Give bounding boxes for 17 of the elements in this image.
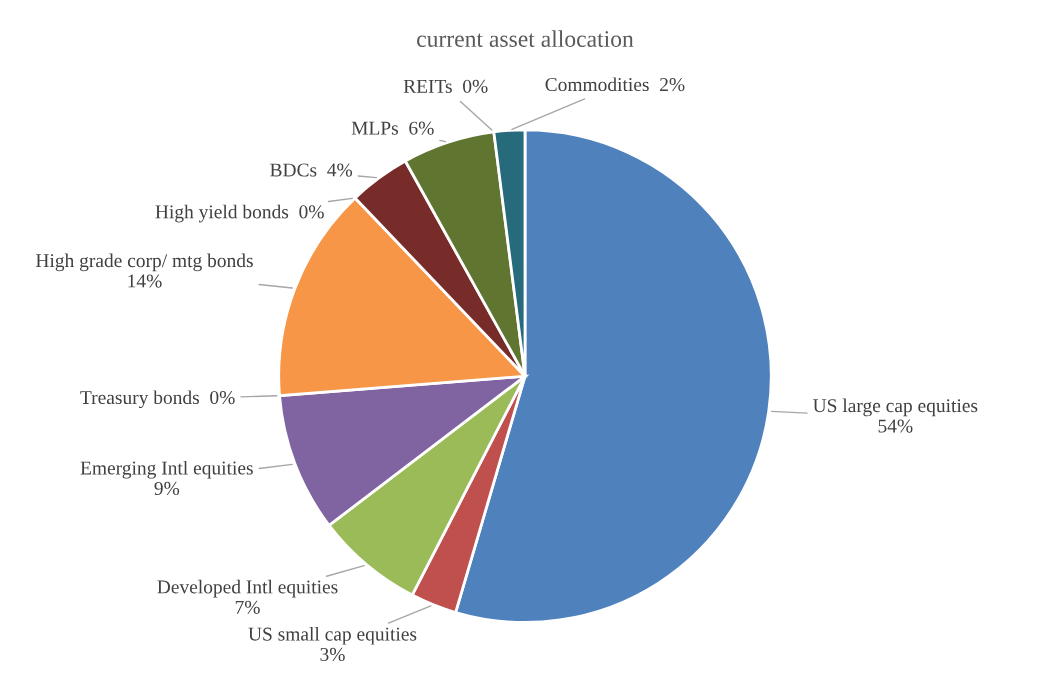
legend-label: High yield bonds 0% (155, 204, 324, 223)
data-label: 54% (878, 419, 913, 433)
chart-title: current asset allocation (417, 30, 634, 47)
slice-label: Commodities 2% (545, 77, 685, 92)
data-label: 9% (154, 481, 180, 496)
data-label: 3% (320, 647, 345, 662)
slice-label: US large cap equities (813, 398, 978, 417)
slice-label: MLPs 6% (351, 121, 434, 135)
data-label: 7% (235, 600, 260, 614)
data-label: 14% (128, 274, 162, 288)
category-label: REITs 0% (403, 79, 488, 93)
slice-label: Developed Intl equities (157, 579, 338, 598)
slice-label: High grade corp/ mtg bonds (35, 253, 253, 272)
slice-label: Emerging Intl equities (80, 460, 253, 479)
slice-label: BDCs 4% (270, 163, 353, 177)
legend-label: Treasury bonds 0% (80, 390, 235, 409)
slice-label: US small cap equities (248, 626, 417, 645)
